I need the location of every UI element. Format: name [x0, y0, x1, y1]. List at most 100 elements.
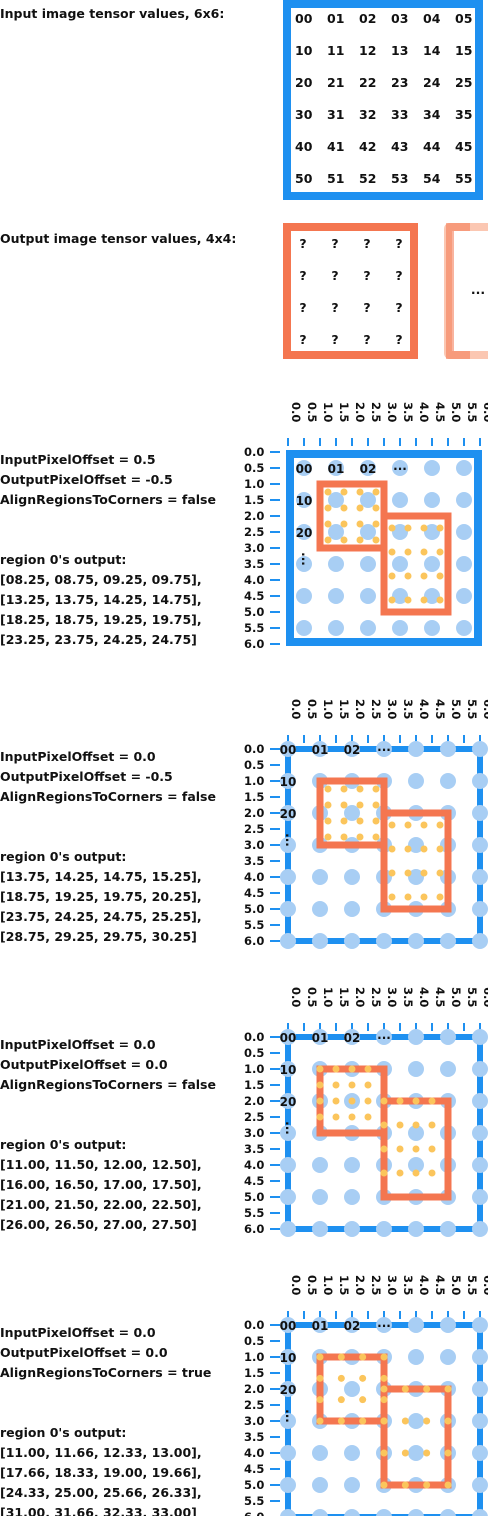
- output-cell: ?: [331, 268, 338, 283]
- input-sample-dot: [440, 741, 456, 757]
- input-sample-dot: [344, 1509, 360, 1516]
- input-sample-dot: [344, 741, 360, 757]
- output-sample-dot: [404, 572, 412, 580]
- region-output-row: [23.75, 24.25, 24.75, 25.25],: [0, 909, 202, 924]
- input-cell: 50: [295, 171, 313, 186]
- region-output-row: [28.75, 29.25, 29.75, 30.25]: [0, 929, 197, 944]
- output-sample-dot: [396, 1145, 404, 1153]
- input-sample-dot: [312, 1157, 328, 1173]
- output-sample-dot: [316, 1097, 324, 1105]
- dot-ellipsis: ...: [377, 740, 391, 754]
- y-tick-label: 0.0: [244, 445, 264, 459]
- output-sample-dot: [316, 1417, 324, 1425]
- input-sample-dot: [312, 1477, 328, 1493]
- input-sample-dot: [344, 901, 360, 917]
- input-sample-dot: [472, 901, 488, 917]
- y-tick-label: 0.0: [244, 1030, 264, 1044]
- input-sample-dot: [392, 556, 408, 572]
- input-sample-dot: [472, 1029, 488, 1045]
- x-tick-label: 4.5: [433, 987, 447, 1007]
- input-sample-dot: [376, 1509, 392, 1516]
- output-sample-dot: [380, 1385, 388, 1393]
- input-sample-dot: [472, 1157, 488, 1173]
- input-sample-dot: [408, 1029, 424, 1045]
- output-sample-dot: [380, 1121, 388, 1129]
- output-sample-dot: [332, 1113, 340, 1121]
- region-output-row: [13.75, 14.25, 14.75, 15.25],: [0, 869, 202, 884]
- output-sample-dot: [340, 801, 348, 809]
- x-tick-label: 6.0: [481, 987, 488, 1007]
- input-sample-dot: [440, 1061, 456, 1077]
- output-sample-dot: [412, 1121, 420, 1129]
- output-sample-dot: [423, 1385, 431, 1393]
- output-sample-dot: [388, 548, 396, 556]
- output-sample-dot: [332, 1097, 340, 1105]
- output-sample-dot: [364, 1097, 372, 1105]
- x-tick-label: 4.5: [433, 699, 447, 719]
- input-sample-dot: [424, 524, 440, 540]
- input-sample-dot: [376, 1221, 392, 1237]
- input-cell: 00: [295, 11, 313, 26]
- x-tick-label: 2.0: [353, 402, 367, 422]
- region-output-row: [11.00, 11.66, 12.33, 13.00],: [0, 1445, 202, 1460]
- output-sample-dot: [444, 1417, 452, 1425]
- output-sample-dot: [324, 520, 332, 528]
- input-cell: 25: [455, 75, 472, 90]
- input-sample-dot: [360, 620, 376, 636]
- x-tick-label: 3.0: [385, 402, 399, 422]
- input-sample-dot: [472, 933, 488, 949]
- input-sample-dot: [424, 556, 440, 572]
- input-sample-dot: [280, 1349, 296, 1365]
- output-sample-dot: [436, 845, 444, 853]
- input-sample-dot: [392, 588, 408, 604]
- input-sample-dot: [312, 1029, 328, 1045]
- output-sample-dot: [444, 1449, 452, 1457]
- input-sample-dot: [408, 1157, 424, 1173]
- y-tick-label: 2.0: [244, 509, 264, 523]
- output-sample-dot: [380, 1169, 388, 1177]
- x-tick-label: 1.5: [337, 699, 351, 719]
- input-sample-dot: [360, 492, 376, 508]
- input-cell: 54: [423, 171, 441, 186]
- output-cell: ?: [299, 268, 306, 283]
- x-tick-label: 1.0: [321, 1275, 335, 1295]
- input-cell: 05: [455, 11, 472, 26]
- output-sample-dot: [380, 1417, 388, 1425]
- region-output-row: [26.00, 26.50, 27.00, 27.50]: [0, 1217, 197, 1232]
- param-line: InputPixelOffset = 0.0: [0, 749, 156, 764]
- input-sample-dot: [312, 933, 328, 949]
- output-sample-dot: [404, 869, 412, 877]
- output-sample-dot: [372, 488, 380, 496]
- output-sample-dot: [388, 572, 396, 580]
- output-sample-dot: [372, 504, 380, 512]
- output-sample-dot: [356, 833, 364, 841]
- input-sample-dot: [280, 805, 296, 821]
- x-tick-label: 6.0: [481, 1275, 488, 1295]
- x-tick-label: 3.0: [385, 699, 399, 719]
- y-tick-label: 0.0: [244, 742, 264, 756]
- input-sample-dot: [312, 1445, 328, 1461]
- output-cell: ?: [395, 236, 402, 251]
- region-output-title: region 0's output:: [0, 552, 126, 567]
- dot-ellipsis: ...: [377, 1028, 391, 1042]
- output-sample-dot: [412, 1097, 420, 1105]
- input-sample-dot: [376, 933, 392, 949]
- input-sample-dot: [344, 1477, 360, 1493]
- input-sample-dot: [280, 773, 296, 789]
- output-cell: ?: [363, 236, 370, 251]
- x-tick-label: 2.0: [353, 1275, 367, 1295]
- y-tick-label: 1.5: [244, 790, 264, 804]
- output-sample-dot: [428, 1169, 436, 1177]
- input-cell: 41: [327, 139, 344, 154]
- input-sample-dot: [280, 1381, 296, 1397]
- output-sample-dot: [428, 1121, 436, 1129]
- output-sample-dot: [436, 893, 444, 901]
- input-title: Input image tensor values, 6x6:: [0, 6, 224, 21]
- output-sample-dot: [401, 1481, 409, 1489]
- input-sample-dot: [472, 1349, 488, 1365]
- output-sample-dot: [324, 536, 332, 544]
- input-sample-dot: [472, 1445, 488, 1461]
- input-sample-dot: [344, 805, 360, 821]
- y-tick-label: 6.0: [244, 1222, 264, 1236]
- output-sample-dot: [388, 524, 396, 532]
